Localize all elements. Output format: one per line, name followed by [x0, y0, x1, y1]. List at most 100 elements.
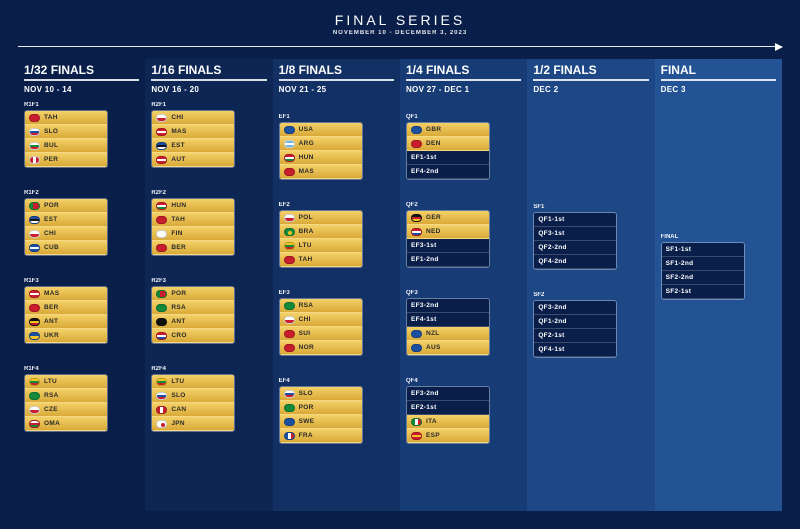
team-code: SWE [299, 418, 362, 425]
team-row: JPN [152, 417, 234, 431]
team-row: ITA [407, 415, 489, 429]
group-label: EF2 [279, 202, 394, 208]
team-row: MAS [25, 287, 107, 301]
flag-icon [29, 332, 40, 340]
team-code: MAS [299, 168, 362, 175]
team-row: SF2-1st [662, 285, 744, 299]
page-title: FINAL SERIES [18, 12, 782, 28]
team-code: BUL [44, 142, 107, 149]
flag-icon [156, 230, 167, 238]
bracket-group: R2F4 LTUSLOCANJPN 1st2nd [151, 366, 266, 432]
team-row: BER [152, 241, 234, 255]
team-row: RSA [25, 389, 107, 403]
round-dates: NOV 21 - 25 [279, 85, 394, 94]
team-row: AUT [152, 153, 234, 167]
team-row: LTU [152, 375, 234, 389]
group-label: SF1 [533, 204, 648, 210]
bracket-group: EF4 SLOPORSWEFRA 1st2nd [279, 378, 394, 444]
team-code: AUT [171, 156, 234, 163]
team-code: SLO [171, 392, 234, 399]
team-code: MAS [44, 290, 107, 297]
team-row: QF4-1st [534, 343, 616, 357]
divider [151, 79, 266, 81]
round-column: 1/4 FINALS NOV 27 - DEC 1 QF1 GBRDENEF1-… [400, 59, 527, 511]
team-code: CZE [44, 406, 107, 413]
flag-icon [156, 392, 167, 400]
flag-icon [29, 142, 40, 150]
flag-icon [284, 242, 295, 250]
team-row: POR [25, 199, 107, 213]
team-row: CRO [152, 329, 234, 343]
flag-icon [29, 304, 40, 312]
team-row: NOR [280, 341, 362, 355]
group-label: R1F2 [24, 190, 139, 196]
page-subtitle: NOVEMBER 10 - DECEMBER 3, 2023 [18, 30, 782, 36]
team-code: NOR [299, 344, 362, 351]
bracket-group: R1F4 LTURSACZEOMA 1st2nd [24, 366, 139, 432]
team-code: SUI [299, 330, 362, 337]
team-row: SF2-2nd [662, 271, 744, 285]
flag-icon [29, 156, 40, 164]
team-code: ITA [426, 418, 489, 425]
match-card: QF1-1stQF3-1stQF2-2ndQF4-2nd 1st2nd [533, 212, 617, 270]
flag-icon [29, 202, 40, 210]
team-code: TAH [299, 256, 362, 263]
team-code: NED [426, 228, 489, 235]
team-code: SF2-1st [666, 288, 744, 295]
team-code: CRO [171, 332, 234, 339]
flag-icon [156, 378, 167, 386]
team-row: RSA [280, 299, 362, 313]
team-row: CHI [152, 111, 234, 125]
team-code: QF4-2nd [538, 258, 616, 265]
flag-icon [29, 128, 40, 136]
team-code: POL [299, 214, 362, 221]
team-code: EF3-2nd [411, 390, 489, 397]
team-code: HUN [171, 202, 234, 209]
team-row: MAS [152, 125, 234, 139]
team-row: SLO [25, 125, 107, 139]
group-label: EF4 [279, 378, 394, 384]
match-card: GERNEDEF3-1stEF1-2nd 1st2nd [406, 210, 490, 268]
team-code: AUS [426, 344, 489, 351]
team-code: DEN [426, 140, 489, 147]
team-code: BER [44, 304, 107, 311]
round-dates: DEC 2 [533, 85, 648, 94]
team-row: EF2-1st [407, 401, 489, 415]
flag-icon [156, 332, 167, 340]
round-column: 1/16 FINALS NOV 16 - 20 R2F1 CHIMASESTAU… [145, 59, 272, 511]
group-label: QF4 [406, 378, 521, 384]
bracket-group: R2F3 PORRSAANTCRO 1st2nd [151, 278, 266, 344]
team-row: HUN [280, 151, 362, 165]
team-code: QF1-2nd [538, 318, 616, 325]
team-code: CUB [44, 244, 107, 251]
group-label: R1F3 [24, 278, 139, 284]
team-row: RSA [152, 301, 234, 315]
team-code: HUN [299, 154, 362, 161]
match-card: HUNTAHFINBER 1st2nd [151, 198, 235, 256]
team-row: EF3-2nd [407, 299, 489, 313]
team-code: CAN [171, 406, 234, 413]
group-label: R1F4 [24, 366, 139, 372]
group-label: R2F3 [151, 278, 266, 284]
team-code: EF2-1st [411, 404, 489, 411]
team-code: SLO [44, 128, 107, 135]
group-label: R2F4 [151, 366, 266, 372]
team-row: POR [152, 287, 234, 301]
team-code: NZL [426, 330, 489, 337]
team-code: EF3-1st [411, 242, 489, 249]
team-row: BER [25, 301, 107, 315]
team-code: FIN [171, 230, 234, 237]
team-code: EF4-1st [411, 316, 489, 323]
team-code: POR [171, 290, 234, 297]
team-code: QF2-2nd [538, 244, 616, 251]
team-row: TAH [152, 213, 234, 227]
team-row: PER [25, 153, 107, 167]
bracket-group: R1F3 MASBERANTUKR 1st2nd3rd [24, 278, 139, 344]
team-row: SLO [280, 387, 362, 401]
flag-icon [156, 142, 167, 150]
flag-icon [284, 316, 295, 324]
flag-icon [411, 344, 422, 352]
round-column: 1/32 FINALS NOV 10 - 14 R1F1 TAHSLOBULPE… [18, 59, 145, 511]
round-column: 1/2 FINALS DEC 2 SF1 QF1-1stQF3-1stQF2-2… [527, 59, 654, 511]
flag-icon [29, 318, 40, 326]
